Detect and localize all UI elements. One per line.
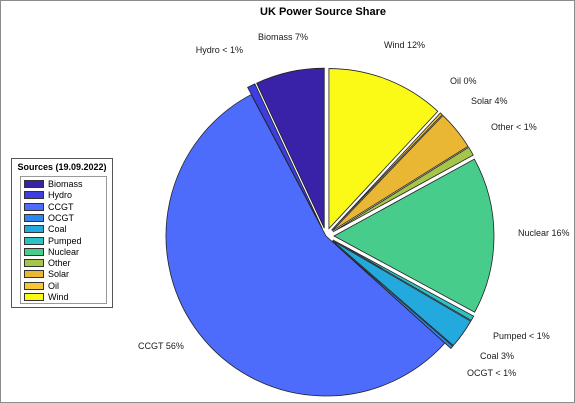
legend-swatch bbox=[24, 259, 44, 268]
legend-swatch bbox=[24, 225, 44, 234]
slice-label-biomass: Biomass 7% bbox=[258, 32, 308, 42]
legend-title: Sources (19.09.2022) bbox=[17, 162, 107, 172]
legend-label: Oil bbox=[48, 280, 59, 291]
legend-label: Nuclear bbox=[48, 246, 80, 257]
slice-label-wind: Wind 12% bbox=[384, 40, 425, 50]
pie-slice-ccgt bbox=[165, 94, 446, 397]
legend-label: OCGT bbox=[48, 212, 74, 223]
pie-slice-solar bbox=[331, 114, 469, 232]
legend-label: Other bbox=[48, 258, 71, 269]
legend-label: Pumped bbox=[48, 235, 82, 246]
pie-slice-hydro bbox=[247, 83, 323, 230]
slice-labels: Wind 12% Oil 0% Solar 4% Other < 1% Nuclear … bbox=[138, 32, 570, 378]
legend-label: Hydro bbox=[48, 190, 73, 201]
chart-title: UK Power Source Share bbox=[260, 6, 386, 18]
slice-label-other: Other < 1% bbox=[491, 122, 537, 132]
slice-label-coal: Coal 3% bbox=[480, 351, 514, 361]
pie-slices bbox=[165, 67, 495, 397]
pie-slice-biomass bbox=[256, 67, 325, 229]
slice-label-pumped: Pumped < 1% bbox=[493, 331, 550, 341]
legend-label: Wind bbox=[48, 292, 69, 302]
legend-swatch bbox=[24, 247, 44, 256]
legend-label: CCGT bbox=[48, 201, 74, 212]
pie-slice-oil bbox=[331, 112, 443, 231]
pie-slice-pumped bbox=[332, 239, 475, 322]
slice-label-solar: Solar 4% bbox=[471, 96, 508, 106]
legend-label: Biomass bbox=[48, 179, 83, 189]
legend-label: Solar bbox=[48, 269, 70, 280]
legend-swatch bbox=[24, 236, 44, 245]
slice-label-ccgt: CCGT 56% bbox=[138, 341, 184, 351]
slice-label-oil: Oil 0% bbox=[450, 76, 477, 86]
legend-swatch bbox=[24, 293, 44, 301]
slice-label-nuclear: Nuclear 16% bbox=[518, 228, 570, 238]
legend-label: Coal bbox=[48, 224, 67, 235]
legend-swatch bbox=[24, 270, 44, 279]
pie-slice-coal bbox=[332, 240, 472, 347]
legend-swatch bbox=[24, 281, 44, 290]
legend-swatch bbox=[24, 180, 44, 188]
legend: Sources (19.09.2022) Biomass Hydro CCGT OCG… bbox=[11, 158, 113, 308]
slice-label-ocgt: OCGT < 1% bbox=[467, 368, 516, 378]
legend-swatch bbox=[24, 213, 44, 222]
pie-slice-nuclear bbox=[333, 158, 495, 313]
pie-slice-other bbox=[332, 146, 474, 233]
legend-swatch bbox=[24, 191, 44, 200]
legend-swatch bbox=[24, 202, 44, 211]
pie-slice-wind bbox=[328, 68, 439, 230]
legend-entries: Biomass Hydro CCGT OCGT Coal Pumped Nuclear Oth… bbox=[20, 176, 107, 304]
pie-slice-ocgt bbox=[331, 240, 454, 349]
slice-label-hydro: Hydro < 1% bbox=[196, 45, 243, 55]
